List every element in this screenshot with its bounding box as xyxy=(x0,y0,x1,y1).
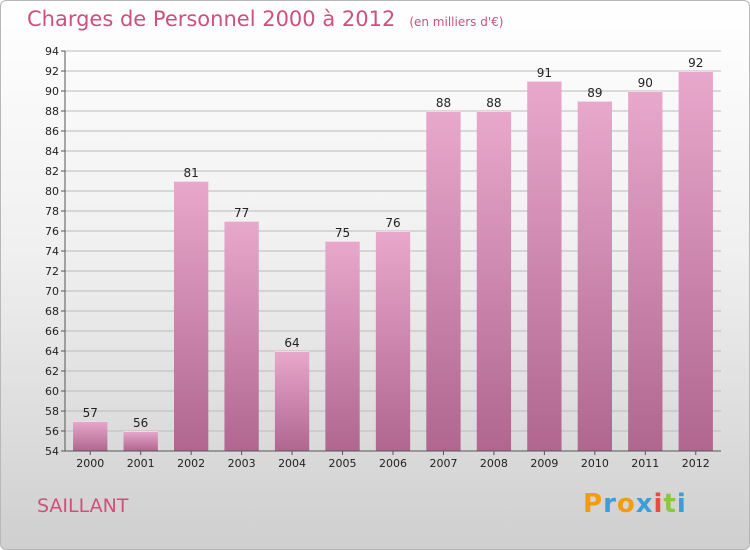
y-tick-label: 86 xyxy=(45,125,59,138)
bar-value-label: 88 xyxy=(486,96,501,110)
y-tick-label: 62 xyxy=(45,365,59,378)
bar-2003 xyxy=(224,221,259,451)
bar-2004 xyxy=(274,351,310,451)
bar-2009 xyxy=(527,81,562,451)
bars: 57 56 81 77 64 75 76 88 88 91 89 90 92 xyxy=(73,56,713,451)
y-tick-label: 66 xyxy=(45,325,59,338)
bar-value-label: 91 xyxy=(537,66,552,80)
bar-value-label: 90 xyxy=(638,76,653,90)
y-tick-label: 56 xyxy=(45,425,59,438)
bar-2001 xyxy=(123,431,158,451)
bar-2005 xyxy=(325,241,360,451)
x-tick-label: 2008 xyxy=(480,457,508,470)
logo-letter: r xyxy=(603,489,617,519)
bar-value-label: 89 xyxy=(587,86,602,100)
logo-letter: o xyxy=(616,489,636,519)
x-tick-label: 2002 xyxy=(177,457,205,470)
x-tick-label: 2005 xyxy=(329,457,357,470)
bar-value-label: 76 xyxy=(385,216,400,230)
commune-name: SAILLANT xyxy=(37,495,129,517)
bar-2007 xyxy=(426,111,461,451)
logo-letter: x xyxy=(635,489,654,519)
bar-value-label: 64 xyxy=(284,336,299,350)
bar-2012 xyxy=(678,71,713,451)
x-tick-label: 2000 xyxy=(76,457,104,470)
bar-2008 xyxy=(476,111,512,451)
logo-letter: i xyxy=(653,489,664,519)
bar-2011 xyxy=(628,91,663,451)
x-tick-label: 2012 xyxy=(682,457,710,470)
y-tick-label: 82 xyxy=(45,165,59,178)
bar-value-label: 57 xyxy=(83,406,98,420)
y-tick-label: 54 xyxy=(45,445,59,458)
logo-letter: P xyxy=(583,489,604,519)
chart-title-text: Charges de Personnel 2000 à 2012 xyxy=(27,7,396,31)
chart-unit: (en milliers d'€) xyxy=(409,15,504,29)
y-tick-label: 94 xyxy=(45,45,59,58)
bar-value-label: 56 xyxy=(133,416,148,430)
proxiti-logo: Proxiti xyxy=(583,489,687,519)
bar-2010 xyxy=(577,101,613,451)
y-tick-label: 58 xyxy=(45,405,59,418)
bar-2000 xyxy=(73,421,108,451)
y-tick-label: 88 xyxy=(45,105,59,118)
x-tick-label: 2009 xyxy=(530,457,558,470)
y-tick-label: 72 xyxy=(45,265,59,278)
y-tick-label: 60 xyxy=(45,385,59,398)
y-tick-label: 78 xyxy=(45,205,59,218)
x-tick-label: 2011 xyxy=(631,457,659,470)
y-tick-label: 84 xyxy=(45,145,59,158)
x-tick-label: 2007 xyxy=(429,457,457,470)
axes: 54 56 58 60 62 64 66 68 70 72 74 76 78 80 82 84 86 88 90 92… xyxy=(45,45,721,470)
chart-title: Charges de Personnel 2000 à 2012 (en mill… xyxy=(27,7,503,31)
logo-letter: t xyxy=(663,489,677,519)
y-tick-label: 68 xyxy=(45,305,59,318)
x-tick-label: 2001 xyxy=(127,457,155,470)
y-tick-label: 74 xyxy=(45,245,59,258)
y-tick-label: 80 xyxy=(45,185,59,198)
y-tick-label: 76 xyxy=(45,225,59,238)
bar-value-label: 81 xyxy=(184,166,199,180)
bar-value-label: 75 xyxy=(335,226,350,240)
x-tick-label: 2004 xyxy=(278,457,306,470)
bar-2002 xyxy=(173,181,209,451)
x-tick-label: 2010 xyxy=(581,457,609,470)
logo-letter: i xyxy=(676,489,687,519)
bar-value-label: 88 xyxy=(436,96,451,110)
y-tick-label: 92 xyxy=(45,65,59,78)
x-tick-label: 2003 xyxy=(228,457,256,470)
bar-value-label: 92 xyxy=(688,56,703,70)
y-tick-label: 70 xyxy=(45,285,59,298)
x-tick-label: 2006 xyxy=(379,457,407,470)
y-tick-label: 64 xyxy=(45,345,59,358)
bar-2006 xyxy=(375,231,411,451)
y-tick-label: 90 xyxy=(45,85,59,98)
bar-value-label: 77 xyxy=(234,206,249,220)
